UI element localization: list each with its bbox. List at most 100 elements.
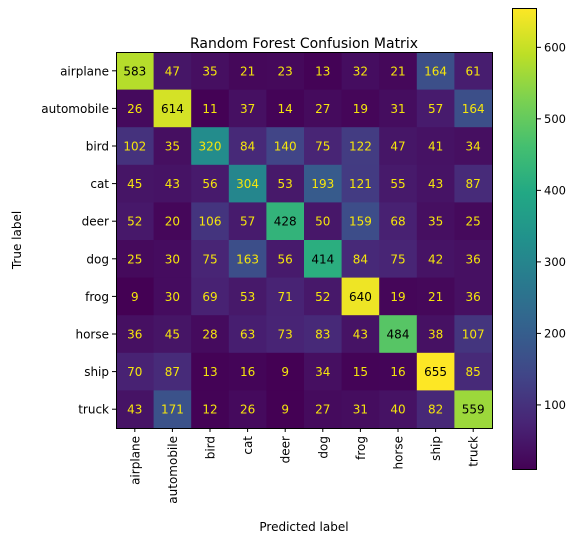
heatmap-cell: [153, 202, 192, 241]
y-tick-label: deer: [82, 215, 109, 229]
cell-value-label: 57: [428, 102, 443, 116]
cell-value-label: 12: [202, 403, 217, 417]
heatmap-cell: [416, 127, 455, 166]
heatmap-cell: [416, 315, 455, 354]
cell-value-label: 14: [278, 102, 293, 116]
heatmap-cell: [191, 352, 230, 391]
heatmap-cell: [304, 52, 343, 91]
cell-value-label: 11: [202, 102, 217, 116]
heatmap-cell: [228, 89, 267, 128]
colorbar-tick-label: 100: [544, 398, 566, 412]
cell-value-label: 31: [390, 102, 405, 116]
cell-value-label: 159: [349, 215, 372, 229]
heatmap-cell: [153, 352, 192, 391]
cell-value-label: 43: [127, 403, 142, 417]
heatmap-cell: [379, 127, 418, 166]
heatmap-cell: [228, 277, 267, 316]
cell-value-label: 47: [165, 64, 180, 78]
y-tick-label: truck: [78, 403, 109, 417]
heatmap-cell: [116, 390, 155, 429]
x-axis-label: Predicted label: [259, 520, 348, 534]
cell-value-label: 19: [353, 102, 368, 116]
y-tick-label: dog: [86, 252, 109, 266]
cell-value-label: 13: [315, 64, 330, 78]
colorbar-frame: [512, 8, 537, 470]
heatmap-cell: [304, 352, 343, 391]
heatmap-cell: [454, 277, 493, 316]
cell-value-label: 85: [466, 365, 481, 379]
y-axis-ticks: airplane automobile bird cat deer dog frog hors…: [41, 64, 116, 417]
heatmap-cell: [266, 89, 305, 128]
cell-value-label: 87: [466, 177, 481, 191]
cell-value-label: 63: [240, 328, 255, 342]
cell-value-label: 122: [349, 140, 372, 154]
cell-value-label: 71: [278, 290, 293, 304]
cell-value-label: 107: [462, 328, 485, 342]
colorbar-tick-label: 300: [544, 255, 566, 269]
cell-value-label: 164: [424, 64, 447, 78]
y-tick-label: automobile: [41, 102, 109, 116]
y-tick-label: ship: [84, 365, 109, 379]
heatmap-cell: [454, 89, 493, 128]
cell-value-label: 9: [281, 403, 289, 417]
cell-value-label: 35: [165, 140, 180, 154]
cell-value-label: 655: [424, 365, 447, 379]
heatmap-cell: [379, 164, 418, 203]
cell-value-label: 68: [390, 215, 405, 229]
heatmap-cell: [379, 89, 418, 128]
cell-value-label: 75: [202, 252, 217, 266]
heatmap-cell: [379, 277, 418, 316]
heatmap-cell: [341, 352, 380, 391]
heatmap-cell: [266, 277, 305, 316]
y-axis-label: True label: [10, 211, 24, 270]
heatmap-cell: [341, 127, 380, 166]
heatmap-cell: [266, 127, 305, 166]
heatmap-cell: [379, 52, 418, 91]
heatmap-cell: [191, 52, 230, 91]
heatmap-cell: [228, 352, 267, 391]
cell-value-label: 43: [353, 328, 368, 342]
cell-value-label: 82: [428, 403, 443, 417]
cell-value-label: 41: [428, 140, 443, 154]
heatmap-cell: [228, 164, 267, 203]
colorbar-tick-label: 600: [544, 40, 566, 54]
colorbar: 100 200 300 400 500 600: [512, 8, 566, 470]
heatmap-cell: [228, 315, 267, 354]
heatmap-cell: [191, 240, 230, 279]
colorbar-gradient: [512, 8, 537, 470]
cell-value-label: 640: [349, 290, 372, 304]
heatmap-cell: [341, 164, 380, 203]
plot-frame: [116, 52, 493, 429]
chart-title: Random Forest Confusion Matrix: [190, 36, 418, 52]
heatmap-cell: [116, 127, 155, 166]
heatmap-cell: [116, 89, 155, 128]
x-tick-label: ship: [429, 436, 443, 461]
heatmap-cell: [379, 315, 418, 354]
cell-value-label: 614: [161, 102, 184, 116]
y-tick-label: bird: [86, 140, 109, 154]
heatmap-cell: [228, 390, 267, 429]
cell-value-label: 45: [165, 328, 180, 342]
cell-value-label: 84: [240, 140, 255, 154]
cell-value-label: 21: [428, 290, 443, 304]
cell-value-label: 16: [240, 365, 255, 379]
heatmap-cell: [304, 277, 343, 316]
heatmap-cell: [116, 202, 155, 241]
x-tick-label: cat: [241, 436, 255, 455]
heatmap-cell: [228, 52, 267, 91]
cell-value-label: 27: [315, 102, 330, 116]
cell-value-label: 61: [466, 64, 481, 78]
heatmap-cell: [454, 127, 493, 166]
cell-value-label: 34: [315, 365, 330, 379]
heatmap-cell: [379, 352, 418, 391]
cell-value-label: 30: [165, 252, 180, 266]
cell-value-label: 43: [428, 177, 443, 191]
heatmap-cell: [416, 352, 455, 391]
heatmap-cell: [153, 240, 192, 279]
heatmap-cell: [416, 202, 455, 241]
cell-value-label: 102: [123, 140, 146, 154]
heatmap-cell: [116, 315, 155, 354]
heatmap-cell: [153, 52, 192, 91]
cell-value-label: 163: [236, 252, 259, 266]
